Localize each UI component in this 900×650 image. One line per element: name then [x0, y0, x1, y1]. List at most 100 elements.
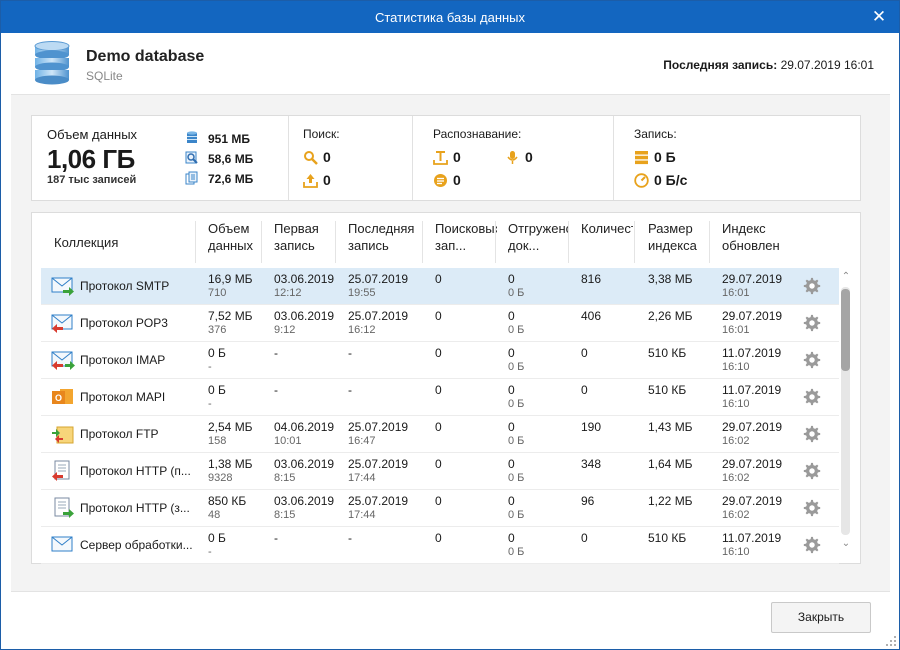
collection-name: Протокол HTTP (з...	[80, 501, 190, 515]
gear-icon[interactable]	[802, 535, 822, 555]
table-row[interactable]: Протокол POP3 7,52 МБ 376 03.06.2019 9:12 25.…	[41, 305, 839, 342]
column-header-search-queries[interactable]: Поисковых зап...	[435, 221, 497, 253]
index-size-cell: 3,38 МБ	[648, 272, 693, 286]
collection-name: Протокол MAPI	[80, 390, 166, 404]
resize-grip-icon[interactable]	[885, 635, 897, 647]
index-updated-cell: 11.07.2019 16:10	[722, 531, 782, 558]
index-updated-cell: 29.07.2019 16:02	[722, 420, 783, 447]
count-cell: 0	[581, 346, 588, 360]
index-size-cell: 1,64 МБ	[648, 457, 693, 471]
gear-icon[interactable]	[802, 387, 822, 407]
search-queries-cell: 0	[435, 420, 442, 434]
count-cell: 348	[581, 457, 602, 471]
close-icon[interactable]: ✕	[871, 7, 887, 26]
column-divider[interactable]	[495, 221, 496, 263]
search-queries-cell: 0	[435, 272, 442, 286]
first-record-cell: -	[274, 383, 278, 397]
index-updated-cell: 29.07.2019 16:02	[722, 457, 783, 484]
table-row[interactable]: Протокол SMTP 16,9 МБ 710 03.06.2019 12:12 25…	[41, 268, 839, 305]
volume-value: 1,06 ГБ	[47, 144, 135, 174]
database-name: Demo database	[86, 48, 205, 65]
column-divider[interactable]	[568, 221, 569, 263]
text-recognition-icon	[433, 151, 448, 165]
column-divider[interactable]	[634, 221, 635, 263]
gear-icon[interactable]	[802, 313, 822, 333]
divider	[412, 116, 413, 200]
scroll-down-icon[interactable]: ⌄	[841, 538, 851, 549]
gear-icon[interactable]	[802, 350, 822, 370]
last-record-cell: 25.07.2019 17:44	[348, 457, 409, 484]
mail-out-icon	[51, 314, 73, 333]
collection-name: Протокол SMTP	[80, 279, 170, 293]
last-record: Последняя запись: 29.07.2019 16:01	[663, 58, 874, 72]
search-queries-cell: 0	[435, 383, 442, 397]
mail-server-icon	[51, 536, 73, 552]
search-queries-cell: 0	[435, 494, 442, 508]
database-header: Demo database SQLite Последняя запись: 2…	[11, 33, 890, 95]
search-queries-cell: 0	[435, 457, 442, 471]
column-header-volume[interactable]: Объем данных	[208, 221, 254, 253]
table-row[interactable]: Протокол FTP 2,54 МБ 158 04.06.2019 10:01 25.…	[41, 416, 839, 453]
write-label: Запись:	[634, 127, 677, 141]
column-header-exported-docs[interactable]: Отгружено док...	[508, 221, 568, 253]
gear-icon[interactable]	[802, 498, 822, 518]
index-updated-cell: 29.07.2019 16:01	[722, 309, 783, 336]
title-bar[interactable]: Статистика базы данных ✕	[1, 1, 899, 33]
column-divider[interactable]	[261, 221, 262, 263]
search-label: Поиск:	[303, 127, 340, 141]
last-record-cell: -	[348, 531, 352, 545]
close-button[interactable]: Закрыть	[771, 602, 871, 633]
column-divider[interactable]	[195, 221, 196, 263]
recognition-label: Распознавание:	[433, 127, 522, 141]
volume-cell: 1,38 МБ 9328	[208, 457, 253, 484]
table-row[interactable]: Протокол HTTP (з... 850 КБ 48 03.06.2019 8:1…	[41, 490, 839, 527]
gear-icon[interactable]	[802, 461, 822, 481]
scroll-up-icon[interactable]: ⌃	[841, 271, 851, 282]
speed-icon	[634, 173, 649, 188]
gear-icon[interactable]	[802, 424, 822, 444]
index-updated-cell: 11.07.2019 16:10	[722, 346, 782, 373]
first-record-cell: 04.06.2019 10:01	[274, 420, 335, 447]
last-record-cell: 25.07.2019 17:44	[348, 494, 409, 521]
column-divider[interactable]	[422, 221, 423, 263]
index-size-cell: 510 КБ	[648, 346, 687, 360]
column-header-collection[interactable]: Коллекция	[54, 235, 119, 250]
index-size-cell: 1,43 МБ	[648, 420, 693, 434]
page-in-icon	[54, 497, 74, 518]
column-header-count[interactable]: Количество...	[581, 221, 633, 236]
stats-panel: Объем данных 1,06 ГБ 187 тыс записей 951…	[31, 115, 861, 201]
database-icon	[187, 131, 197, 143]
volume-cell: 850 КБ 48	[208, 494, 247, 521]
svg-text:O: O	[55, 393, 62, 403]
records-count: 187 тыс записей	[47, 174, 137, 186]
column-header-last-record[interactable]: Последняя запись	[348, 221, 415, 253]
divider	[288, 116, 289, 200]
collection-name: Протокол POP3	[80, 316, 168, 330]
volume-cell: 0 Б-	[208, 383, 226, 410]
last-record-label: Последняя запись:	[663, 58, 778, 72]
column-header-index-updated[interactable]: Индекс обновлен	[722, 221, 780, 253]
gear-icon[interactable]	[802, 276, 822, 296]
column-header-index-size[interactable]: Размер индекса	[648, 221, 697, 253]
table-row[interactable]: Протокол HTTP (п... 1,38 МБ 9328 03.06.2019…	[41, 453, 839, 490]
column-header-first-record[interactable]: Первая запись	[274, 221, 319, 253]
index-updated-cell: 11.07.2019 16:10	[722, 383, 782, 410]
search-key-icon	[304, 151, 318, 165]
search-section: Поиск: 0 0	[303, 127, 340, 188]
scrollbar-thumb[interactable]	[841, 289, 850, 371]
first-record-cell: 03.06.2019 9:12	[274, 309, 335, 336]
dialog-footer: Закрыть	[11, 591, 890, 640]
search-queries-cell: 0	[435, 346, 442, 360]
scrollbar-track[interactable]	[841, 287, 850, 535]
storage-icon	[635, 151, 648, 165]
mail-in-icon	[51, 277, 74, 296]
column-divider[interactable]	[335, 221, 336, 263]
volume-cell: 16,9 МБ 710	[208, 272, 253, 299]
column-divider[interactable]	[709, 221, 710, 263]
